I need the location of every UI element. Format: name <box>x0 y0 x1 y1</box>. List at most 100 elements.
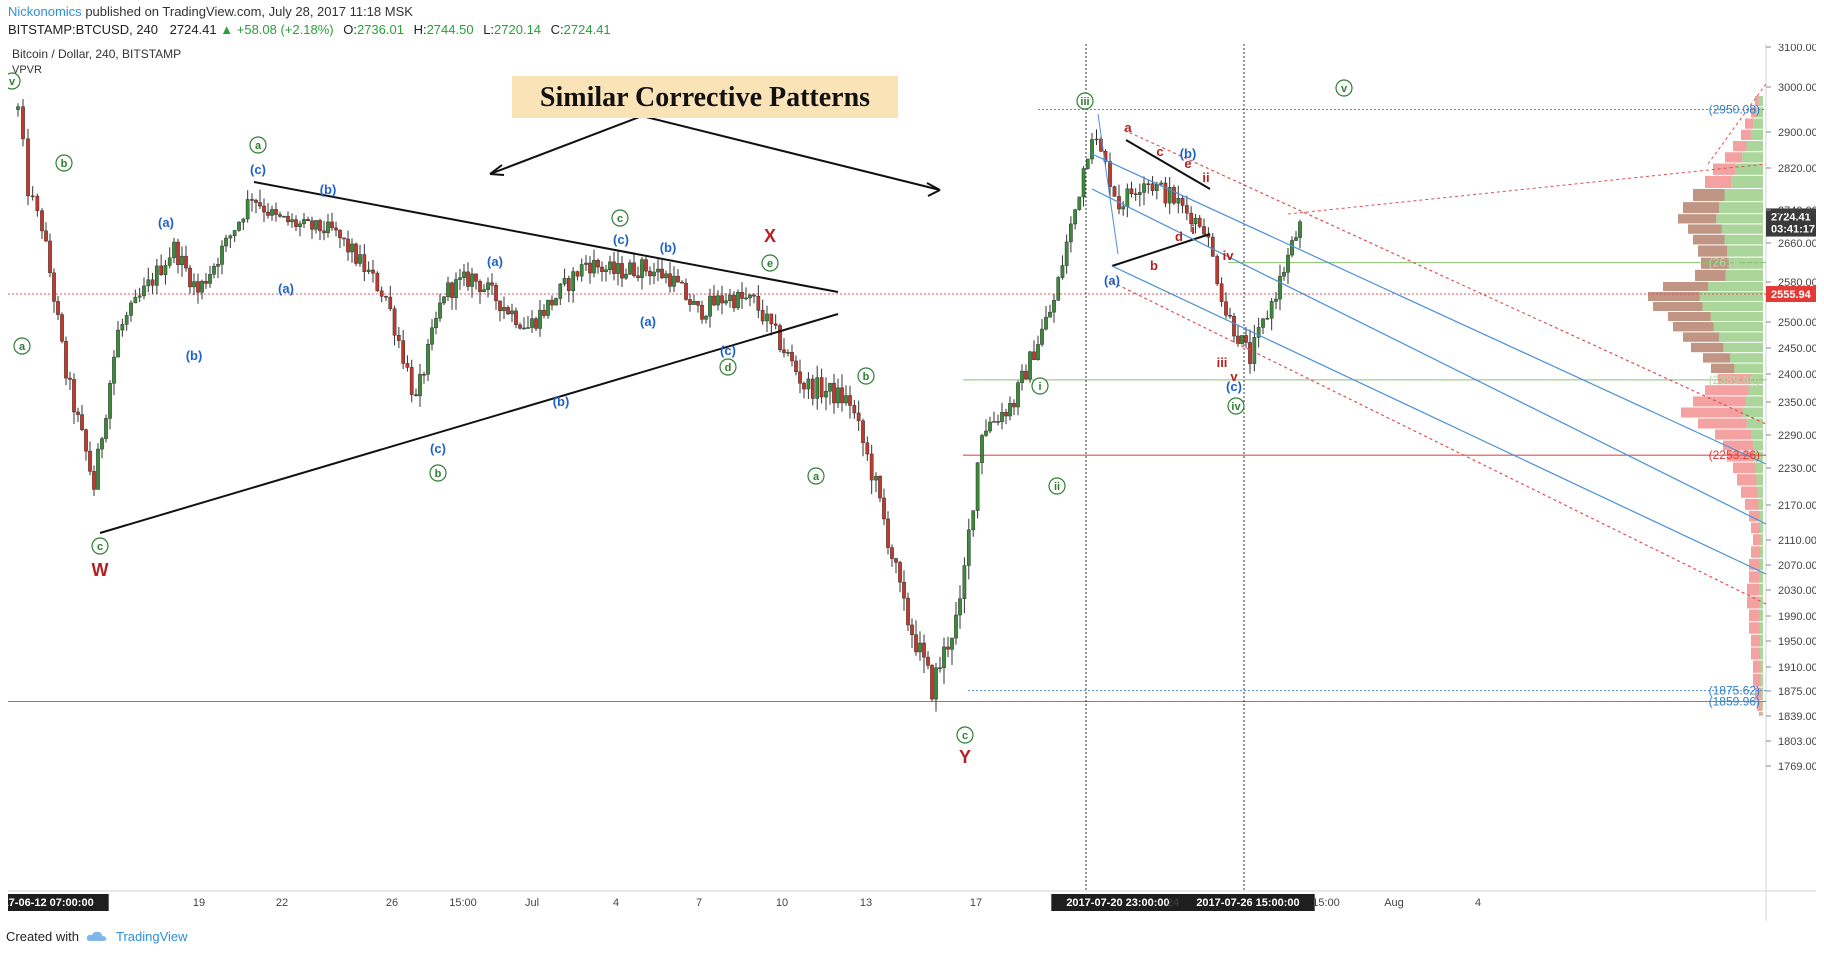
vpvr-down-bar <box>1673 322 1714 332</box>
wave-label: a <box>1124 120 1132 135</box>
candle-body <box>482 289 486 293</box>
candle-body <box>926 656 930 666</box>
candle-body <box>159 265 163 275</box>
candle-body <box>810 378 815 399</box>
candle-body <box>684 282 688 300</box>
candle-body <box>245 199 250 220</box>
candle-body <box>167 257 172 266</box>
x-tick-label: 24 <box>1167 897 1179 909</box>
vpvr-down-bar <box>1683 332 1719 342</box>
y-tick-label: 2070.00 <box>1778 560 1816 572</box>
vpvr-up-bar <box>1759 510 1763 522</box>
candle-body <box>450 282 454 298</box>
candle-body <box>1193 217 1198 225</box>
candle-body <box>254 199 258 203</box>
candle-body <box>155 265 159 286</box>
tradingview-link[interactable]: TradingView <box>116 929 188 944</box>
wave-label-circle <box>91 537 109 555</box>
candle-body <box>237 221 241 231</box>
wave-label: iii <box>1076 92 1094 110</box>
x-tick-label: 26 <box>386 897 398 909</box>
candle-body <box>1172 187 1176 204</box>
candle-body <box>1228 314 1232 317</box>
candle-body <box>824 390 828 398</box>
wave-label-text: iii <box>1080 96 1089 108</box>
wave-label-circle <box>429 464 447 482</box>
wave-label: v <box>1335 79 1353 97</box>
vpvr-down-bar <box>1751 546 1760 558</box>
candle-body <box>760 310 765 322</box>
candle-body <box>874 475 878 481</box>
candle-body <box>836 387 840 404</box>
vpvr-down-bar <box>1723 440 1753 451</box>
candle-body <box>1176 198 1181 204</box>
wave-label: iv <box>1223 248 1235 263</box>
candle-body <box>840 387 844 404</box>
wave-label-text: c <box>962 730 968 742</box>
vpvr-down-bar <box>1693 396 1746 407</box>
y-tick-label: 1803.00 <box>1778 736 1816 748</box>
high-label: H: <box>413 22 427 37</box>
wave-label-text: d <box>725 362 732 374</box>
wave-label: i <box>1031 377 1049 395</box>
vpvr-up-bar <box>1762 711 1763 716</box>
candle-body <box>16 106 20 110</box>
candle-body <box>786 352 790 354</box>
price-change: ▲ +58.08 (+2.18%) <box>220 22 334 37</box>
vpvr-up-bar <box>1746 418 1763 429</box>
wave-label-circle <box>8 72 21 90</box>
candle-body <box>802 382 806 390</box>
y-tick-label: 2450.00 <box>1778 343 1816 355</box>
author-link[interactable]: Nickonomics <box>8 4 82 19</box>
price-chart[interactable]: bacWva(c)(b)(a)(b)(a)(a)(c)b(b)c(c)(b)(a… <box>8 44 1816 921</box>
candle-body <box>728 294 732 301</box>
candle-body <box>542 309 546 316</box>
candle-body <box>554 298 558 306</box>
vpvr-down-bar <box>1698 245 1728 257</box>
chart-title: Similar Corrective Patterns <box>540 82 870 113</box>
vpvr-down-bar <box>1749 571 1760 583</box>
candle-body <box>388 296 393 310</box>
candle-body <box>975 462 980 511</box>
candle-body <box>318 220 322 232</box>
wave-label-circle <box>611 209 629 227</box>
candle-body <box>922 642 926 658</box>
candle-body <box>232 230 237 237</box>
candle-body <box>302 219 306 225</box>
arrow-right <box>641 115 941 197</box>
candle-body <box>1202 226 1206 235</box>
vpvr-up-bar <box>1761 687 1763 701</box>
vpvr-up-bar <box>1759 558 1763 571</box>
candle-body <box>146 279 151 287</box>
candle-body <box>334 227 338 231</box>
open-value: 2736.01 <box>356 22 404 37</box>
candle-body <box>282 215 286 218</box>
price-label: (2950.08) <box>1709 102 1760 116</box>
red-channel-line <box>1123 129 1767 425</box>
candle-body <box>216 264 220 267</box>
channel-line <box>1091 153 1767 465</box>
candle-body <box>371 269 375 274</box>
vpvr-down-bar <box>1755 96 1759 107</box>
x-tick-badge <box>1051 894 1185 911</box>
wave-label: (c) <box>613 232 629 247</box>
candle-body <box>1265 317 1270 320</box>
vpvr-down-bar <box>1733 462 1756 474</box>
candle-body <box>108 383 112 419</box>
candle-body <box>720 295 724 304</box>
vpvr-down-bar <box>1688 224 1722 234</box>
vpvr-down-bar <box>1711 363 1735 373</box>
vpvr-up-bar <box>1724 189 1763 202</box>
vpvr-down-bar <box>1745 498 1759 510</box>
candle-body <box>1032 351 1036 361</box>
vpvr-down-bar <box>1725 152 1743 163</box>
arrow-left <box>489 115 643 176</box>
wave-label: (b) <box>320 182 337 197</box>
candle-body <box>1269 301 1274 319</box>
candle-body <box>204 280 208 284</box>
candle-body <box>971 510 976 531</box>
candle-body <box>1129 188 1134 195</box>
wave-label-text: e <box>767 258 773 270</box>
candle-body <box>228 235 233 239</box>
